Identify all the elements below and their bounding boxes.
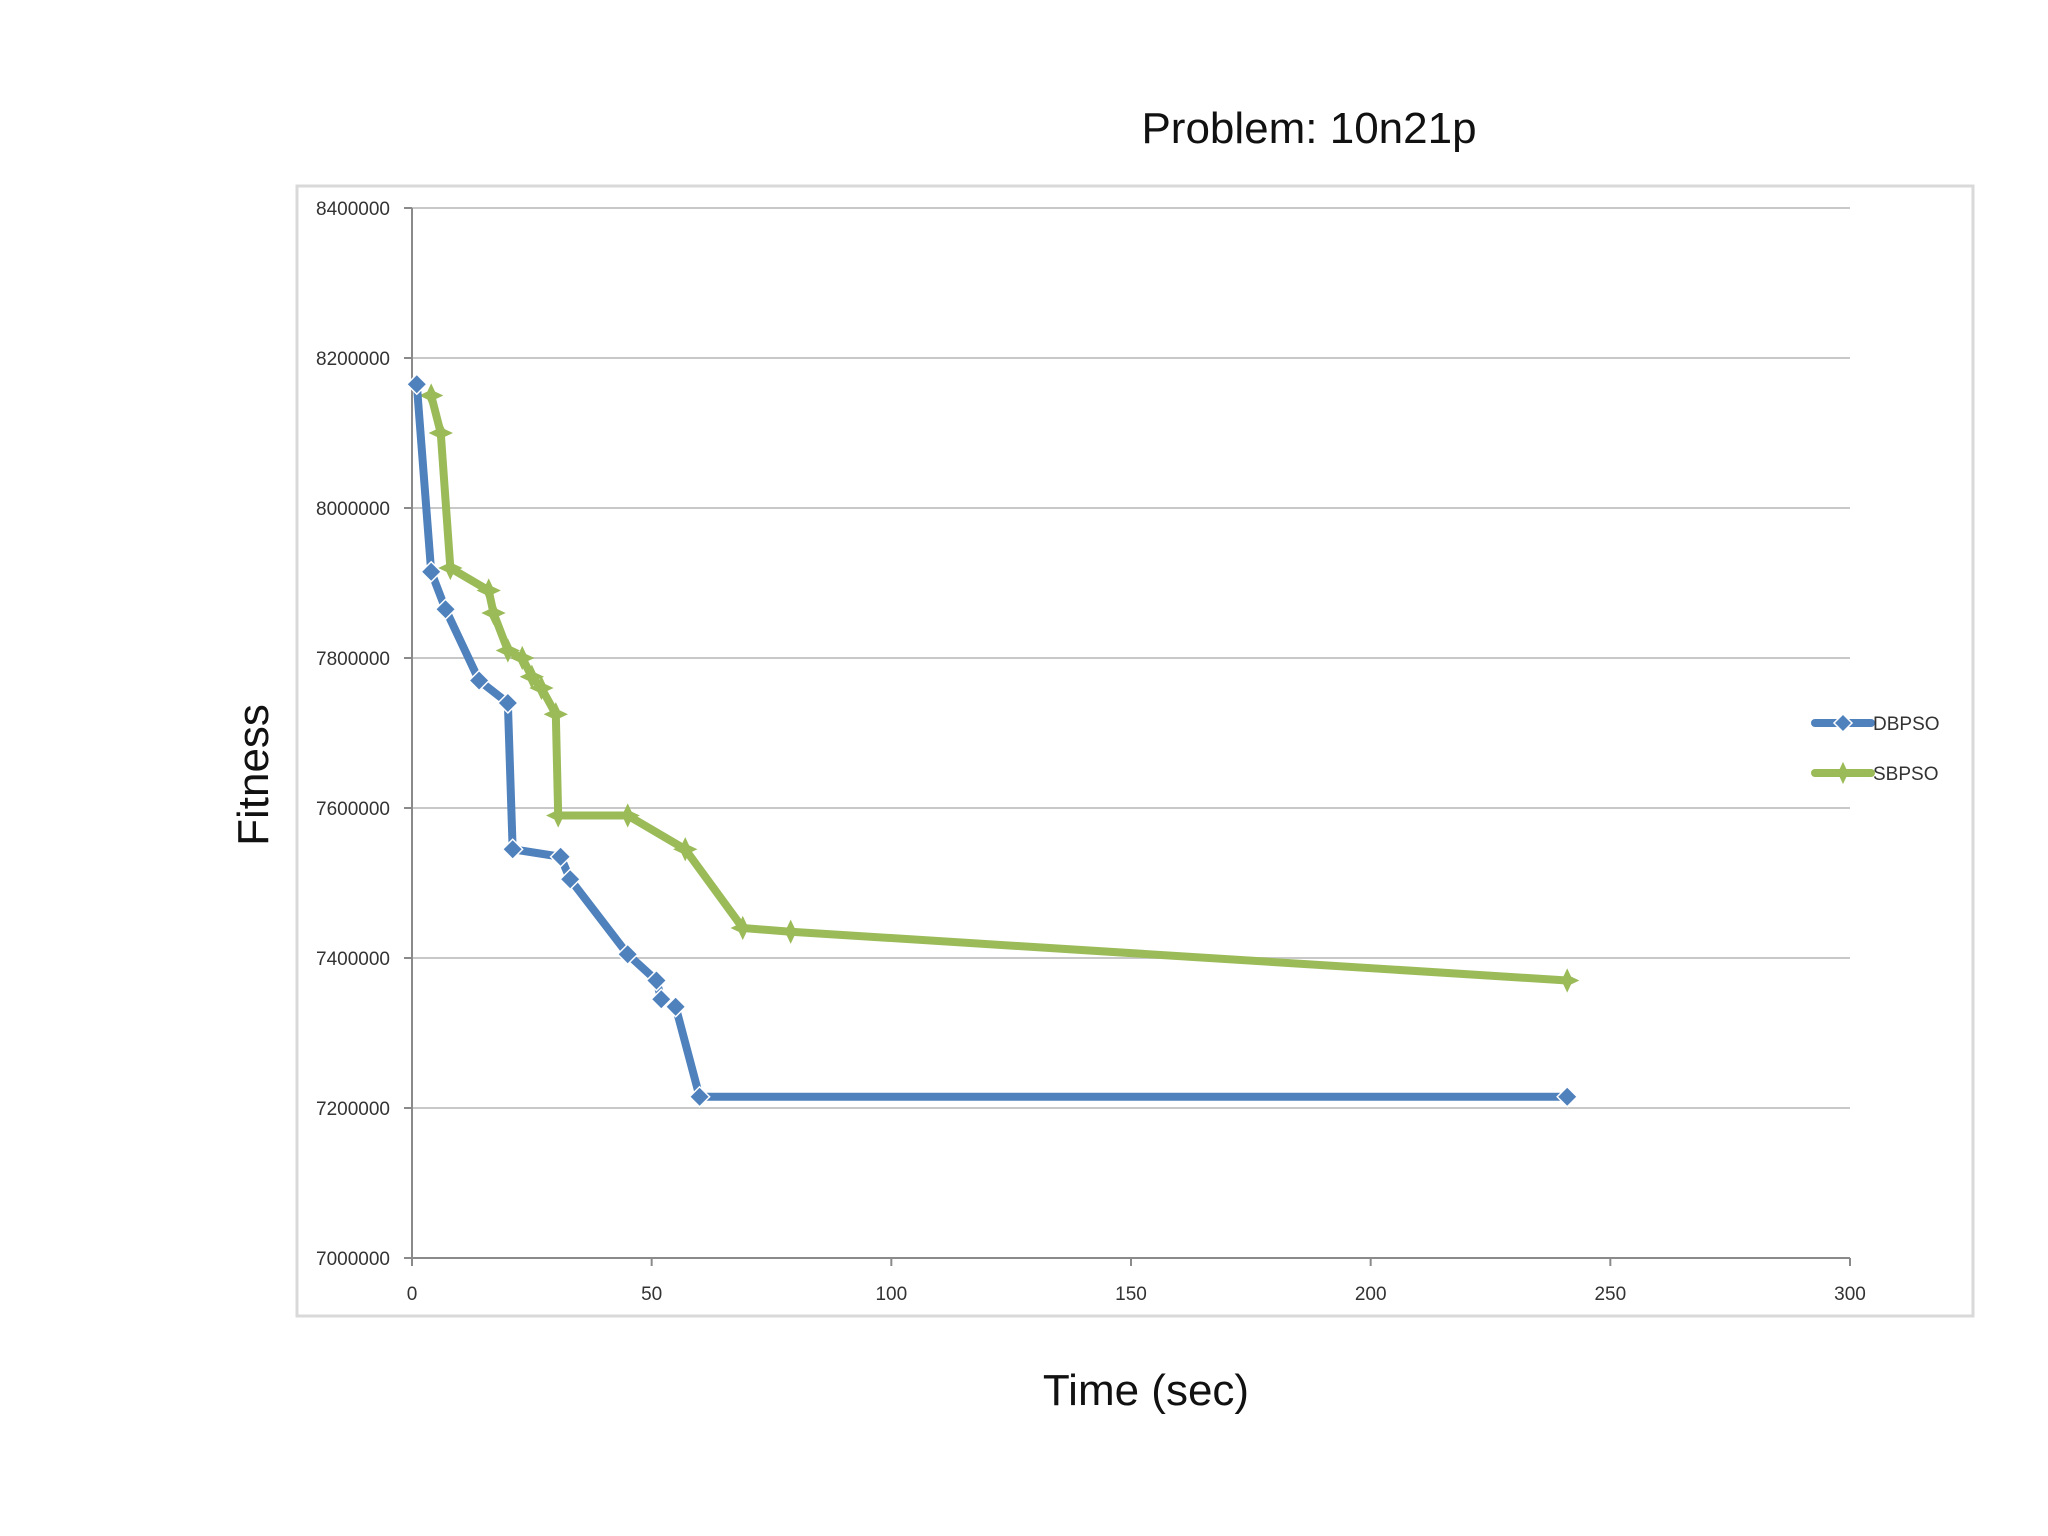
x-tick-label: 100 [875, 1284, 907, 1305]
legend-item-dbpso: DBPSO [1811, 712, 1940, 735]
data-point-dbpso [688, 1085, 711, 1108]
x-tick-label: 50 [641, 1284, 662, 1305]
series-line-sbpso [427, 391, 1572, 985]
legend-marker-dbpso [1832, 712, 1854, 734]
chart-title: Problem: 10n21p [1141, 104, 1476, 153]
data-point-dbpso [496, 691, 519, 715]
data-point-sbpso [481, 600, 506, 626]
data-point-sbpso [546, 803, 571, 828]
data-point-dbpso [468, 669, 491, 692]
chart-frame [295, 184, 1975, 1318]
y-axis-title: Fitness [229, 704, 278, 846]
y-tick-label: 8000000 [316, 499, 390, 520]
data-point-dbpso [650, 988, 673, 1011]
y-tick-label: 7200000 [316, 1099, 390, 1120]
y-tick-label: 8400000 [316, 199, 390, 220]
data-point-dbpso [420, 560, 443, 583]
y-tick-label: 7800000 [316, 649, 390, 670]
y-tick-labels: 7000000 7200000 7400000 7600000 7800000 80000… [316, 199, 390, 1270]
data-point-sbpso [1555, 968, 1580, 993]
data-point-dbpso [559, 868, 582, 891]
data-point-sbpso [418, 383, 444, 408]
x-tick-label: 250 [1594, 1284, 1626, 1305]
series-sbpso [418, 383, 1580, 993]
data-point-dbpso [664, 995, 687, 1018]
data-point-sbpso [730, 915, 755, 941]
series-dbpso [405, 373, 1579, 1108]
data-point-sbpso [778, 919, 803, 944]
y-tick-label: 7000000 [316, 1249, 390, 1270]
legend-label-sbpso: SBPSO [1873, 764, 1938, 785]
x-tick-label: 0 [407, 1284, 418, 1305]
data-point-sbpso [543, 702, 568, 727]
data-point-dbpso [501, 838, 524, 861]
data-point-sbpso [673, 837, 698, 862]
data-point-dbpso [549, 845, 572, 868]
x-axis-title: Time (sec) [1043, 1366, 1249, 1415]
legend: DBPSO SBPSO [1811, 712, 1940, 785]
y-tick-label: 7400000 [316, 949, 390, 970]
series-layer [405, 373, 1580, 1108]
x-tick-label: 150 [1115, 1284, 1147, 1305]
y-tick-label: 7600000 [316, 799, 390, 820]
gridlines [412, 207, 1850, 1109]
legend-marker-sbpso [1831, 761, 1855, 785]
x-tick-labels: 0 50 100 150 200 250 300 [407, 1284, 1866, 1305]
data-point-sbpso [529, 675, 554, 701]
x-tick-label: 300 [1834, 1284, 1866, 1305]
data-point-dbpso [1556, 1085, 1579, 1108]
data-point-sbpso [428, 420, 453, 446]
y-tick-label: 8200000 [316, 349, 390, 370]
data-point-sbpso [510, 645, 535, 671]
data-point-dbpso [405, 373, 428, 396]
legend-item-sbpso: SBPSO [1811, 761, 1938, 785]
data-point-sbpso [495, 638, 521, 663]
legend-label-dbpso: DBPSO [1873, 714, 1940, 735]
data-point-sbpso [438, 555, 463, 581]
data-point-sbpso [615, 803, 640, 828]
data-point-dbpso [616, 943, 639, 966]
data-point-dbpso [434, 598, 457, 621]
data-point-dbpso [645, 969, 668, 992]
x-tick-label: 200 [1355, 1284, 1387, 1305]
data-point-sbpso [476, 578, 501, 603]
